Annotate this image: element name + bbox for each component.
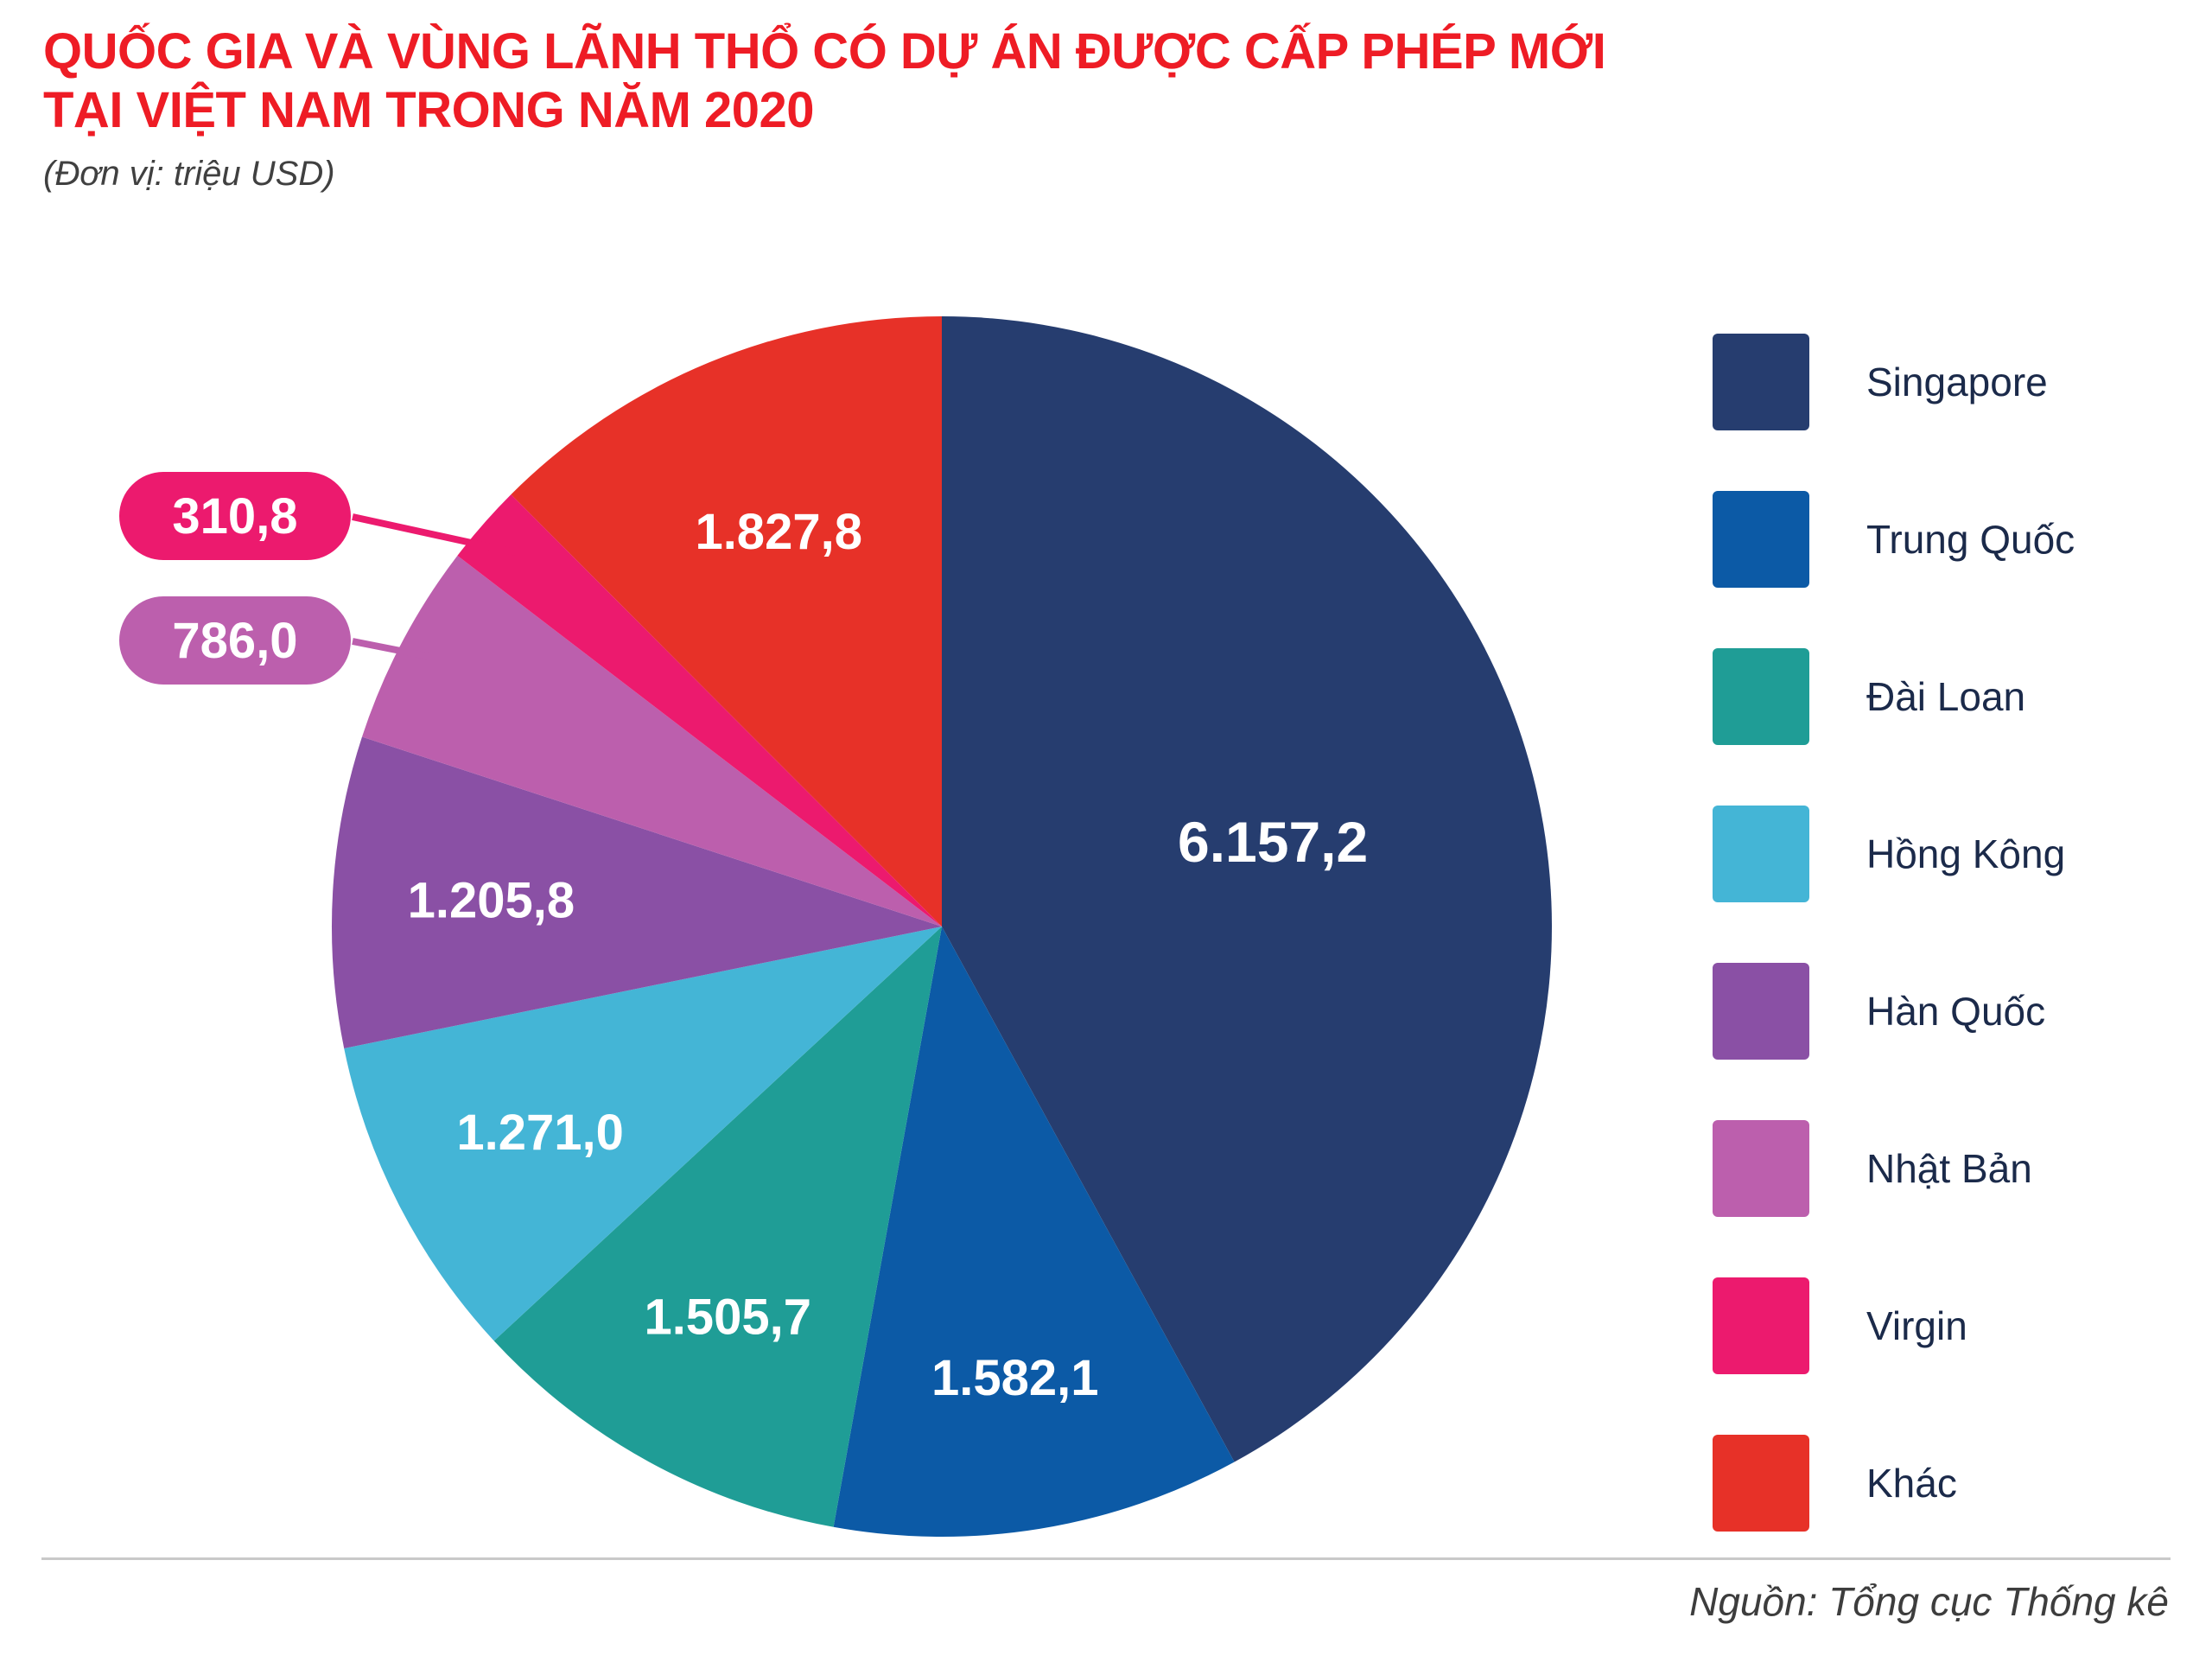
- legend-swatch: [1713, 806, 1809, 902]
- pie-slice-1: [833, 927, 1235, 1538]
- legend-label: Virgin: [1866, 1303, 1967, 1348]
- legend-item-6: Virgin: [1713, 1277, 2075, 1374]
- slice-value-label: 1.205,8: [408, 873, 575, 929]
- callout-pointer-line: [352, 638, 430, 660]
- slice-value-label: 1.505,7: [644, 1289, 811, 1345]
- slice-value-label: 1.271,0: [456, 1105, 624, 1161]
- slice-value-label: 1.827,8: [695, 504, 862, 560]
- slice-value-label: 6.157,2: [1178, 810, 1368, 874]
- legend-item-4: Hàn Quốc: [1713, 963, 2075, 1060]
- legend-swatch: [1713, 648, 1809, 745]
- pie-slice-2: [493, 927, 942, 1527]
- legend-item-5: Nhật Bản: [1713, 1120, 2075, 1217]
- legend-swatch: [1713, 491, 1809, 588]
- legend-swatch: [1713, 334, 1809, 430]
- pie-slice-5: [362, 555, 942, 927]
- footer-divider: [41, 1557, 2171, 1560]
- pie-slice-3: [344, 927, 942, 1341]
- legend: Singapore Trung Quốc Đài Loan Hồng Kông Hàn …: [1713, 334, 2075, 1592]
- unit-note: (Đơn vị: triệu USD): [43, 154, 335, 193]
- pie-slice-6: [457, 494, 942, 927]
- legend-swatch: [1713, 1277, 1809, 1374]
- pie-slice-7: [511, 316, 942, 927]
- legend-label: Hàn Quốc: [1866, 989, 2046, 1034]
- legend-label: Đài Loan: [1866, 674, 2026, 719]
- slice-value-label: 1.582,1: [931, 1350, 1099, 1406]
- chart-header: QUỐC GIA VÀ VÙNG LÃNH THỔ CÓ DỰ ÁN ĐƯỢC …: [43, 22, 1606, 194]
- pie-slice-0: [942, 316, 1552, 1462]
- legend-swatch: [1713, 963, 1809, 1060]
- source-note: Nguồn: Tổng cục Thống kê: [1689, 1579, 2169, 1624]
- pie-slice-4: [331, 736, 942, 1048]
- legend-label: Trung Quốc: [1866, 517, 2075, 562]
- callout-virgin-value: 310,8: [119, 472, 351, 560]
- legend-item-2: Đài Loan: [1713, 648, 2075, 745]
- legend-label: Nhật Bản: [1866, 1146, 2032, 1191]
- legend-swatch: [1713, 1120, 1809, 1217]
- callout-nhatban-value: 786,0: [119, 596, 351, 685]
- legend-label: Khác: [1866, 1461, 1957, 1506]
- chart-title-line1: QUỐC GIA VÀ VÙNG LÃNH THỔ CÓ DỰ ÁN ĐƯỢC …: [43, 23, 1606, 80]
- legend-label: Hồng Kông: [1866, 831, 2066, 876]
- legend-label: Singapore: [1866, 360, 2048, 404]
- chart-title: QUỐC GIA VÀ VÙNG LÃNH THỔ CÓ DỰ ÁN ĐƯỢC …: [43, 22, 1606, 141]
- legend-item-0: Singapore: [1713, 334, 2075, 430]
- legend-swatch: [1713, 1435, 1809, 1532]
- legend-item-1: Trung Quốc: [1713, 491, 2075, 588]
- legend-item-3: Hồng Kông: [1713, 806, 2075, 902]
- legend-item-7: Khác: [1713, 1435, 2075, 1532]
- chart-title-line2: TẠI VIỆT NAM TRONG NĂM 2020: [43, 82, 815, 139]
- callout-pointer-line: [352, 513, 517, 557]
